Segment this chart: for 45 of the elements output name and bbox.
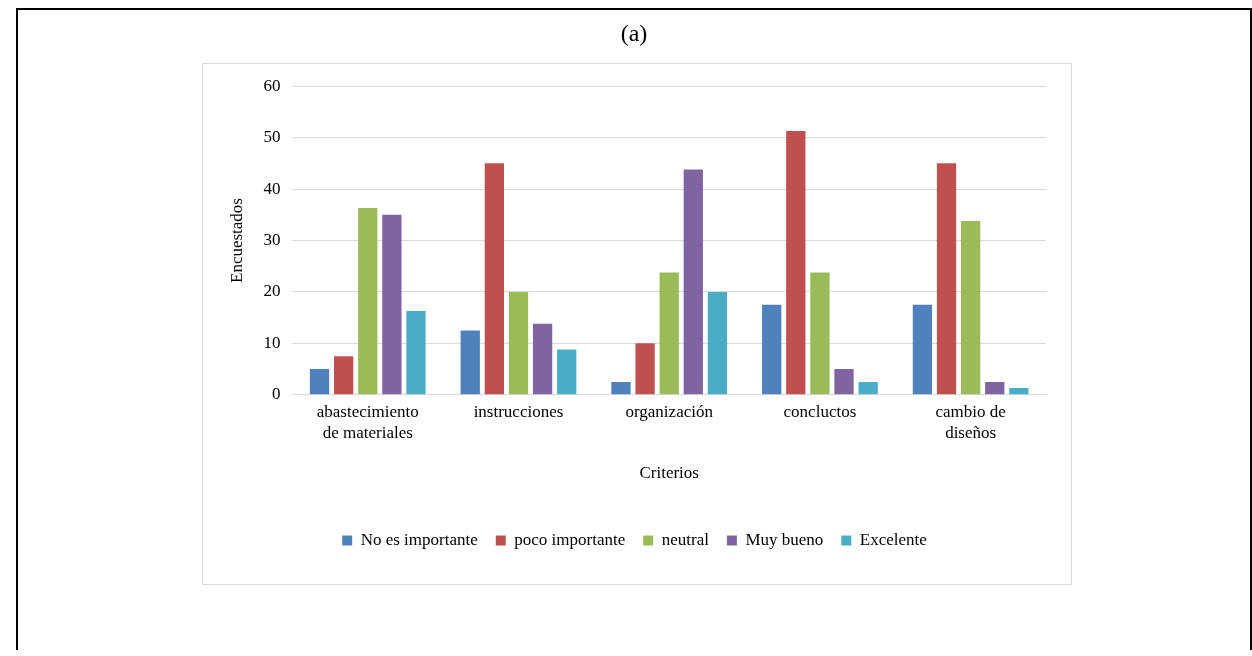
bar	[309, 369, 330, 395]
bar	[1009, 388, 1029, 395]
bar	[912, 304, 933, 395]
x-tick-label: organización	[625, 402, 714, 422]
bar	[460, 330, 480, 395]
bar	[406, 310, 426, 395]
chart-title: (a)	[619, 20, 649, 47]
x-tick-label: cambio de diseños	[935, 402, 1006, 442]
legend-label: poco importante	[514, 529, 626, 549]
bar	[334, 356, 354, 395]
bar	[358, 208, 378, 395]
x-tick-label: abastecimiento de materiales	[316, 402, 419, 442]
x-tick-label: concluctos	[783, 402, 857, 422]
bar	[557, 349, 577, 395]
y-tick-label: 60	[263, 75, 281, 95]
x-tick-label: instrucciones	[473, 402, 564, 422]
y-tick-label: 30	[263, 229, 281, 249]
y-tick-label: 40	[263, 178, 281, 198]
bar	[858, 381, 878, 395]
bar	[936, 163, 957, 395]
y-tick-label: 20	[263, 281, 281, 301]
y-tick-label: 0	[271, 384, 281, 404]
legend-label: neutral	[661, 529, 710, 549]
bar	[786, 130, 806, 395]
y-axis-title: Encuestados	[226, 198, 246, 283]
bar	[611, 381, 631, 395]
bar	[635, 343, 655, 395]
bar	[985, 381, 1005, 395]
legend-label: Excelente	[859, 529, 927, 549]
bar	[707, 291, 728, 395]
y-tick-label: 10	[263, 332, 281, 352]
bar	[834, 369, 854, 395]
x-axis-title: Criterios	[639, 463, 699, 483]
bar	[683, 169, 703, 395]
bar	[484, 163, 505, 395]
legend-label: Muy bueno	[745, 529, 824, 549]
bar	[382, 214, 402, 395]
bar	[810, 272, 830, 395]
legend-label: No es importante	[360, 529, 478, 549]
bar	[762, 304, 782, 395]
y-tick-label: 50	[263, 127, 281, 147]
bar	[960, 220, 981, 395]
bar	[659, 272, 679, 395]
bar	[508, 291, 529, 395]
bar	[532, 323, 553, 395]
